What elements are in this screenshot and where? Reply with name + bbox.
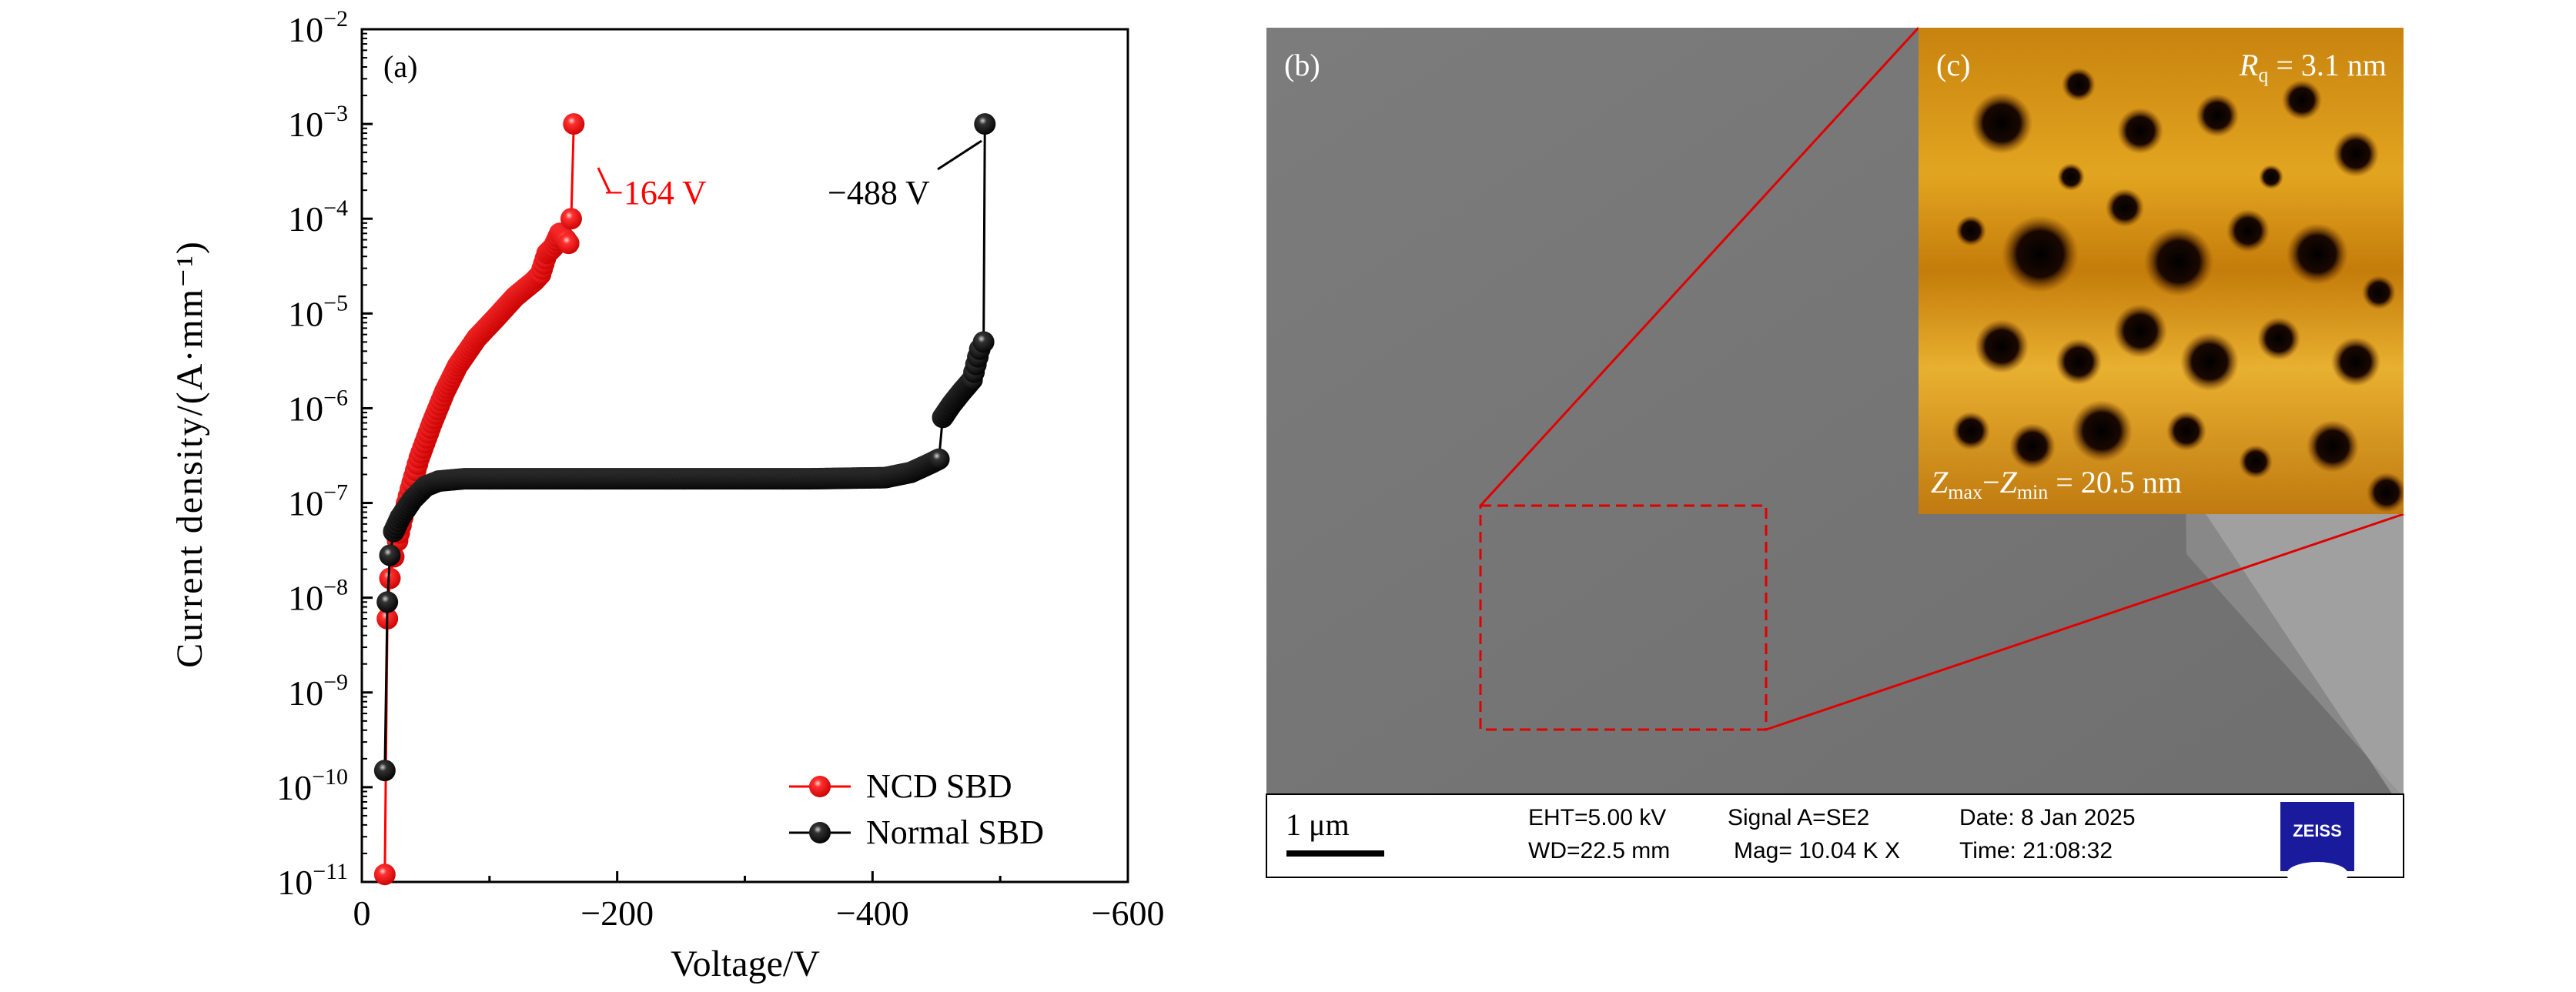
y-tick-label: 10−3 [288,101,348,144]
afm-pit [2056,339,2102,385]
panel-label-a: (a) [383,49,417,84]
data-point [373,863,396,886]
data-point [373,760,396,782]
data-point [376,591,399,613]
annotation-leader-488 [937,139,982,171]
afm-pit [2002,215,2079,292]
afm-pit [1975,319,2029,373]
afm-pit [2144,227,2213,296]
legend-item-ncd: NCD SBD [789,767,1012,805]
afm-pit [2226,209,2270,252]
series-normal-sbd [373,113,996,782]
panel-label-b: (b) [1284,48,1320,82]
series-ncd-sbd [373,113,585,886]
date-value: Date: 8 Jan 2025 [1959,805,2136,830]
data-point [974,113,996,135]
afm-pit [2257,317,2300,360]
afm-pit [2106,189,2144,227]
wd-value: WD=22.5 mm [1528,838,1670,863]
scale-bar [1286,850,1384,857]
afm-pit [2331,337,2380,386]
axis-ticks [360,28,1129,883]
zeiss-logo: ZEISS [2280,802,2354,887]
afm-pit [1955,215,1986,246]
afm-pit [2009,423,2056,469]
signal-value: Signal A=SE2 [1728,805,1869,830]
afm-pit [2071,400,2133,462]
y-tick-label: 10−8 [288,575,348,618]
y-tick-label: 10−10 [276,764,348,807]
legend: NCD SBD Normal SBD [789,767,1044,851]
svg-text:ZEISS: ZEISS [2293,821,2342,840]
time-value: Time: 21:08:32 [1959,838,2113,863]
afm-pit [2259,165,2283,189]
x-tick-label: −400 [836,893,909,933]
scale-bar-label: 1 μm [1286,807,1350,842]
data-point [560,208,582,230]
zoom-line-top [1479,26,1920,507]
y-tick-label: 10−7 [288,480,348,523]
afm-pit [2282,80,2322,120]
y-tick-label: 10−9 [288,670,348,713]
data-point [928,448,950,470]
iv-chart: 10−2 10−3 10−4 10−5 10−6 10−7 10−8 10−9 10−10 10−… [169,6,1164,984]
afm-pit [2362,276,2396,309]
data-point [563,113,585,135]
data-point [972,331,995,353]
afm-pit [2117,108,2163,154]
afm-pit [2287,223,2348,285]
rq-value: Rq = 3.1 nm [2239,48,2387,86]
annotation-leader-164 [597,167,611,193]
x-tick-label: −600 [1092,893,1165,933]
afm-pit [1971,92,2032,154]
data-point [379,544,401,566]
legend-marker-red [809,776,831,797]
afm-pit [2057,163,2085,191]
afm-pit [2239,445,2273,479]
y-tick-label: 10−4 [288,195,348,239]
annotation-488v: −488 V [828,174,930,212]
sem-info-bar: 1 μm EHT=5.00 kV WD=22.5 mm Signal A=SE2… [1266,793,2404,887]
panel-label-c: (c) [1936,48,1970,82]
afm-pit [2333,131,2379,177]
series-line [383,124,986,771]
data-point [557,232,580,255]
legend-marker-black [809,822,831,843]
afm-pit [2062,68,2096,102]
afm-pit [2196,94,2239,137]
afm-pit [2180,332,2239,391]
afm-pit [1952,412,1990,450]
afm-inset: (c) Rq = 3.1 nm Zmax−Zmin = 20.5 nm [1919,28,2404,514]
legend-label: Normal SBD [866,813,1044,851]
afm-pit [2166,411,2206,451]
legend-item-normal: Normal SBD [789,813,1044,851]
afm-pit [2367,473,2404,513]
x-axis-label: Voltage/V [671,944,820,984]
zoom-line-bottom [1765,513,2404,731]
mag-value: Mag= 10.04 K X [1734,838,1900,863]
legend-label: NCD SBD [866,767,1012,805]
z-range-value: Zmax−Zmin = 20.5 nm [1931,465,2182,503]
y-tick-label: 10−5 [288,290,348,333]
y-tick-label: 10−11 [277,859,348,902]
plot-frame [360,28,1129,883]
data-point [379,567,401,590]
x-tick-label: 0 [353,893,371,933]
y-tick-label: 10−2 [288,6,348,49]
y-tick-labels: 10−2 10−3 10−4 10−5 10−6 10−7 10−8 10−9 10−10 10−… [276,6,348,902]
afm-pit [2307,420,2359,473]
afm-pits [1952,68,2404,513]
annotation-164v: −164 V [604,174,707,212]
zoom-region-box [1479,504,1768,731]
afm-pit [2113,304,2167,358]
y-axis-label: Current density/(A·mm⁻¹) [169,240,210,668]
data-series [373,113,996,886]
y-tick-label: 10−6 [288,385,348,428]
eht-value: EHT=5.00 kV [1528,805,1666,830]
x-tick-label: −200 [580,893,654,933]
x-tick-labels: 0 −200 −400 −600 [353,893,1165,933]
